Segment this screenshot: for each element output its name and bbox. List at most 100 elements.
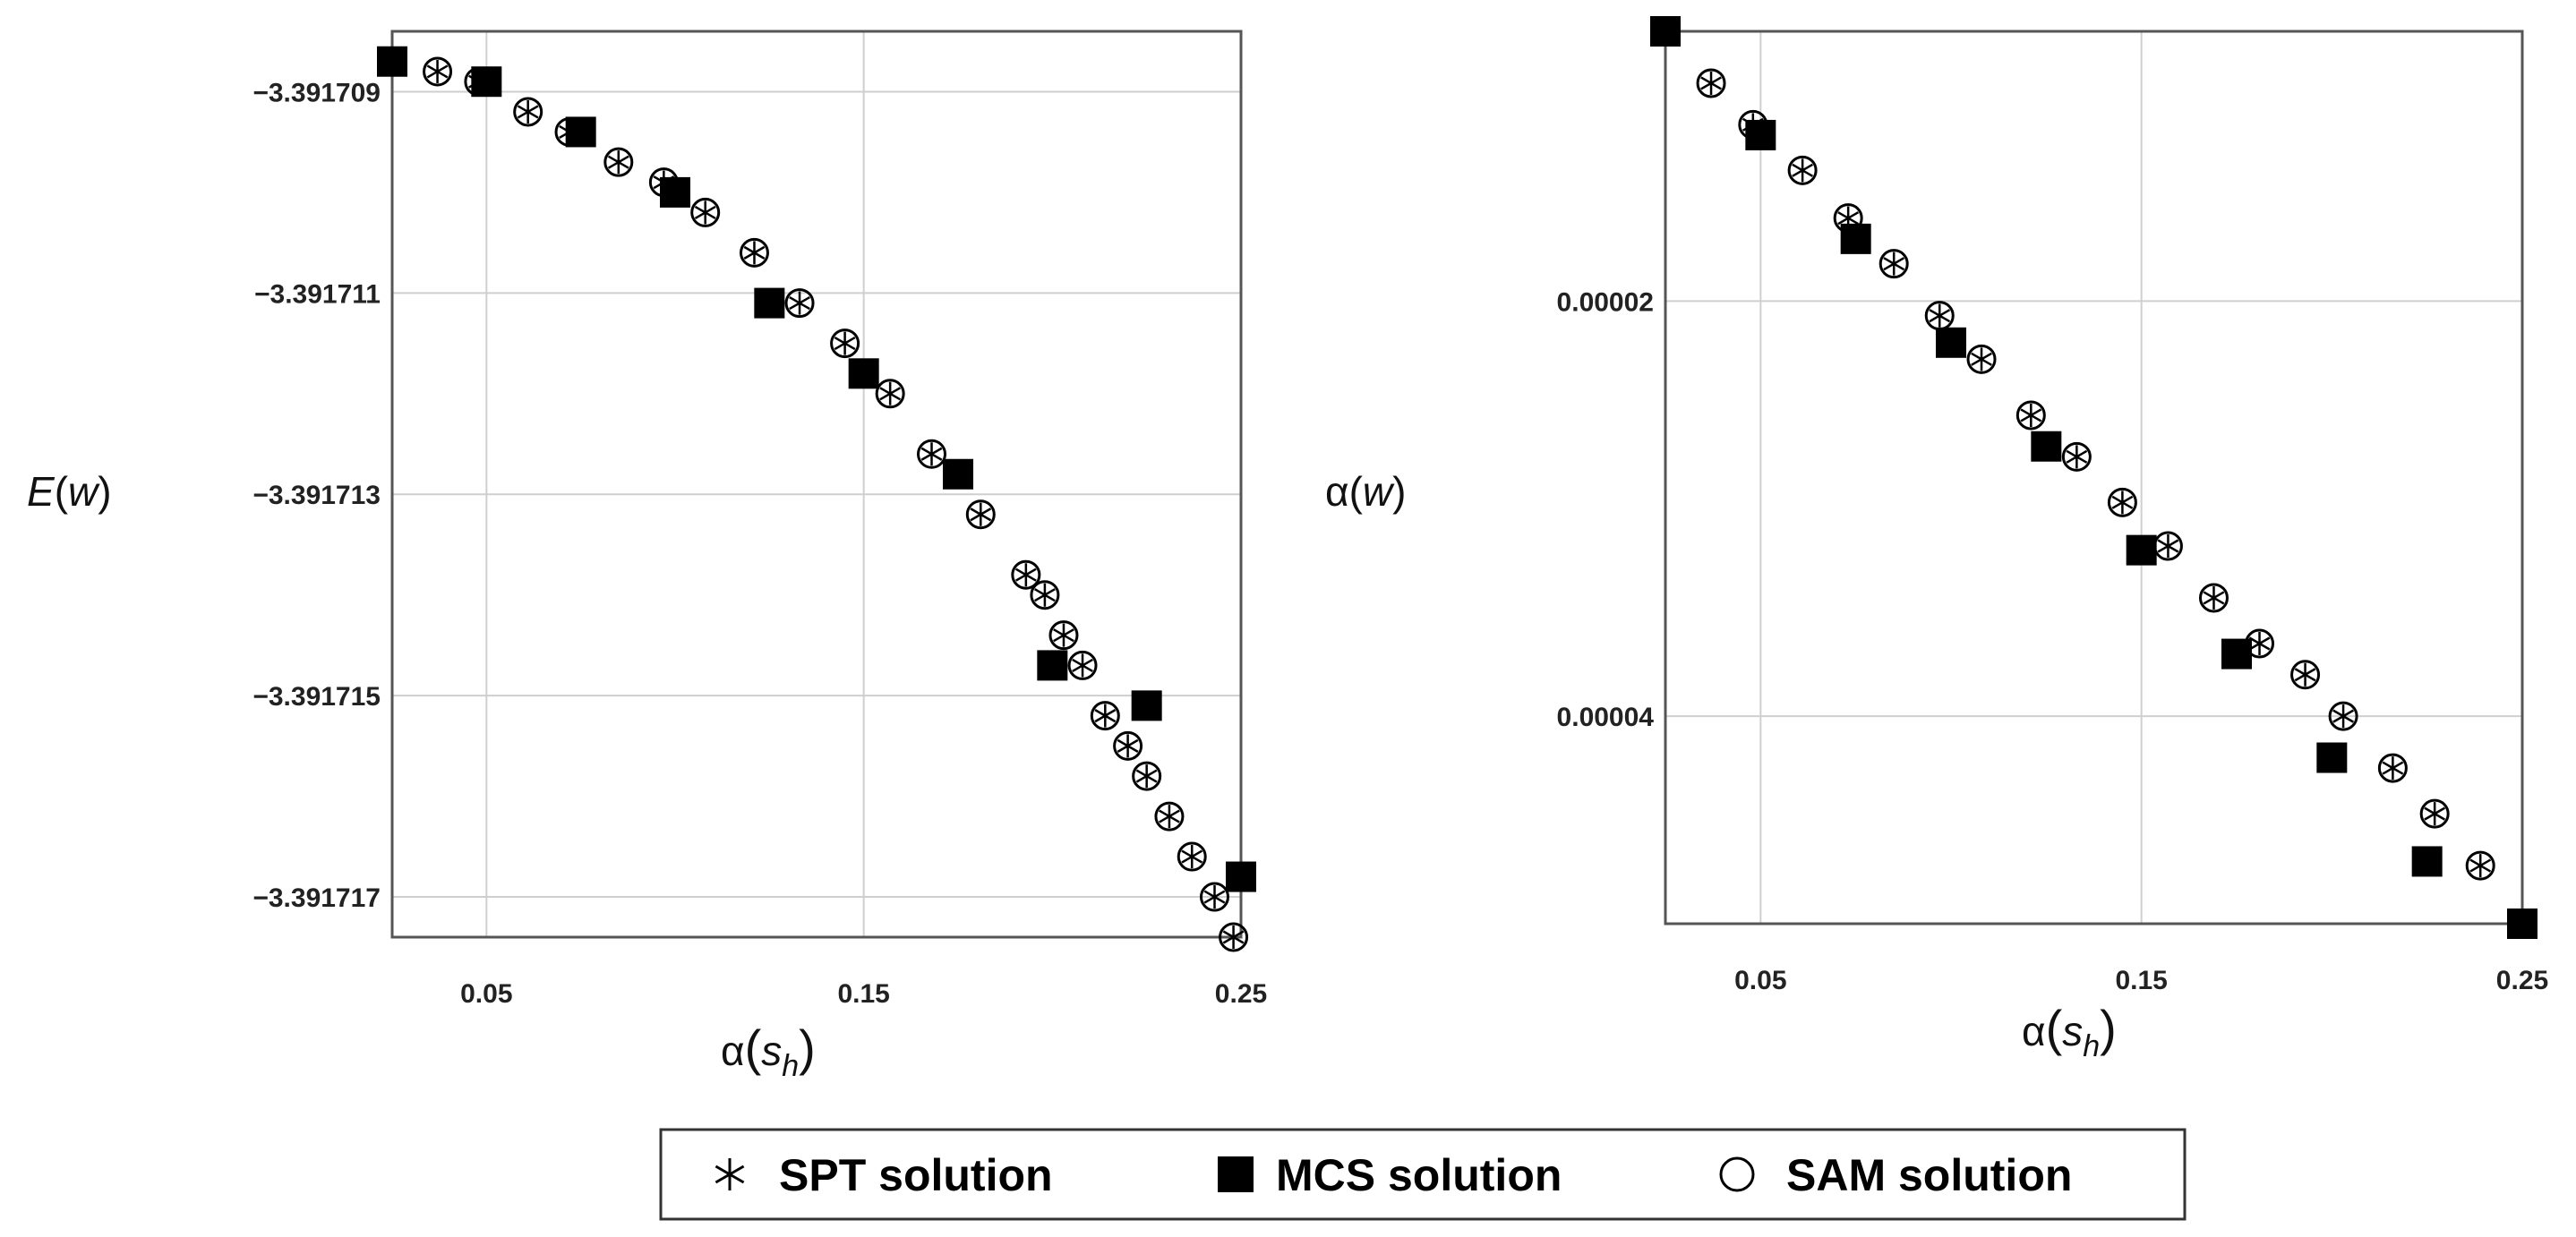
right-y-axis-label: α(w) [1325,468,1406,515]
sam-point [1154,801,1185,832]
spt-point [1053,623,1074,647]
legend-square-icon [1218,1156,1254,1192]
spt-point [517,99,539,124]
sam-point [2107,487,2137,517]
spt-point [1700,71,1722,95]
spt-point [1222,926,1245,949]
sam-point [2290,660,2321,690]
sam-point [917,439,947,469]
mcs-point [2411,846,2443,877]
left-grid [392,31,1241,937]
x-tick-label: 0.25 [2496,966,2548,995]
left-y-ticks: −3.391709 −3.391711 −3.391713 −3.391715 −3.3… [252,78,381,913]
sam-point [2061,441,2092,472]
right-chart-panel: 0.00002 0.00004 0.05 0.15 0.25 α(w) α(sh) [1325,16,2548,1063]
spt-point [2066,445,2088,469]
legend-label: SAM solution [1786,1150,2072,1200]
sam-point [2198,583,2229,613]
sam-point [965,499,996,530]
spt-point [834,331,856,355]
spt-point [789,291,810,315]
x-tick-label: 0.25 [1215,979,1267,1009]
y-tick-label: −3.391717 [252,883,381,913]
spt-point [1159,805,1180,829]
sam-point [423,56,453,87]
left-plot-frame [390,30,1243,939]
sam-point [2465,850,2495,881]
mcs-point [1840,223,1871,254]
sam-point [2328,701,2358,731]
mcs-point [2507,909,2537,939]
sam-point [1219,922,1249,952]
mcs-point [1650,16,1681,47]
sam-point [1787,155,1818,185]
y-tick-label: 0.00002 [1557,287,1654,317]
right-y-ticks: 0.00002 0.00004 [1557,287,1655,732]
sam-point [1879,249,1909,279]
mcs-point [471,66,502,98]
spt-point [426,59,449,83]
spt-point [1181,845,1203,869]
mcs-point [660,176,690,208]
left-data-marks [377,46,1256,952]
legend-item: MCS solution [1218,1150,1562,1200]
mcs-point [1037,650,1068,681]
mcs-point [848,358,879,389]
y-tick-label: −3.391713 [252,481,381,510]
spt-point [879,381,902,405]
legend-box [659,1128,2187,1221]
spt-point [607,150,629,175]
left-chart-panel: −3.391709 −3.391711 −3.391713 −3.391715 −3.3… [27,30,1267,1083]
spt-point [970,502,992,526]
legend-star-icon [715,1158,745,1190]
sam-point [1966,344,1997,374]
sam-point [1200,882,1230,912]
left-x-axis-label: α(sh) [721,1019,816,1083]
left-y-axis-label: E(w) [27,468,112,515]
x-tick-label: 0.05 [1734,966,1786,995]
spt-point [1203,885,1226,909]
mcs-point [2221,638,2252,670]
mcs-point [2316,742,2348,773]
spt-point [2294,662,2316,687]
right-grid [1665,31,2522,924]
sam-point [1067,650,1098,680]
sam-point [513,97,543,127]
mcs-point [1936,327,1966,358]
spt-point [2469,854,2492,878]
mcs-point [377,46,407,77]
sam-point [1696,68,1726,98]
spt-point [2111,491,2134,515]
spt-point [1135,764,1158,789]
spt-point [1883,252,1905,276]
spt-point [1094,704,1117,728]
spt-point [2424,802,2446,826]
x-tick-label: 0.05 [460,979,512,1009]
spt-point [2157,534,2179,559]
mcs-point [2031,431,2062,462]
spt-point [694,200,716,225]
y-tick-label: 0.00004 [1557,703,1655,732]
spt-point [1034,583,1056,607]
left-x-ticks: 0.05 0.15 0.25 [460,979,1267,1009]
mcs-point [1226,861,1256,892]
sam-point [690,197,721,227]
mcs-point [1131,690,1162,721]
legend-label: MCS solution [1276,1150,1562,1200]
sam-point [1011,559,1041,590]
legend-label: SPT solution [779,1150,1053,1200]
x-tick-label: 0.15 [837,979,889,1009]
legend-item: SAM solution [1719,1150,2072,1200]
legend-items: SPT solution MCS solution SAM solution [715,1150,2072,1200]
spt-point [2332,704,2354,729]
sam-point [603,147,634,177]
sam-point [2015,400,2046,431]
spt-point [1117,734,1139,758]
y-tick-label: −3.391709 [252,78,381,107]
spt-point [1929,303,1951,328]
mcs-point [565,116,596,148]
sam-point [830,328,860,359]
sam-point [1030,580,1060,610]
sam-point [1048,620,1079,651]
